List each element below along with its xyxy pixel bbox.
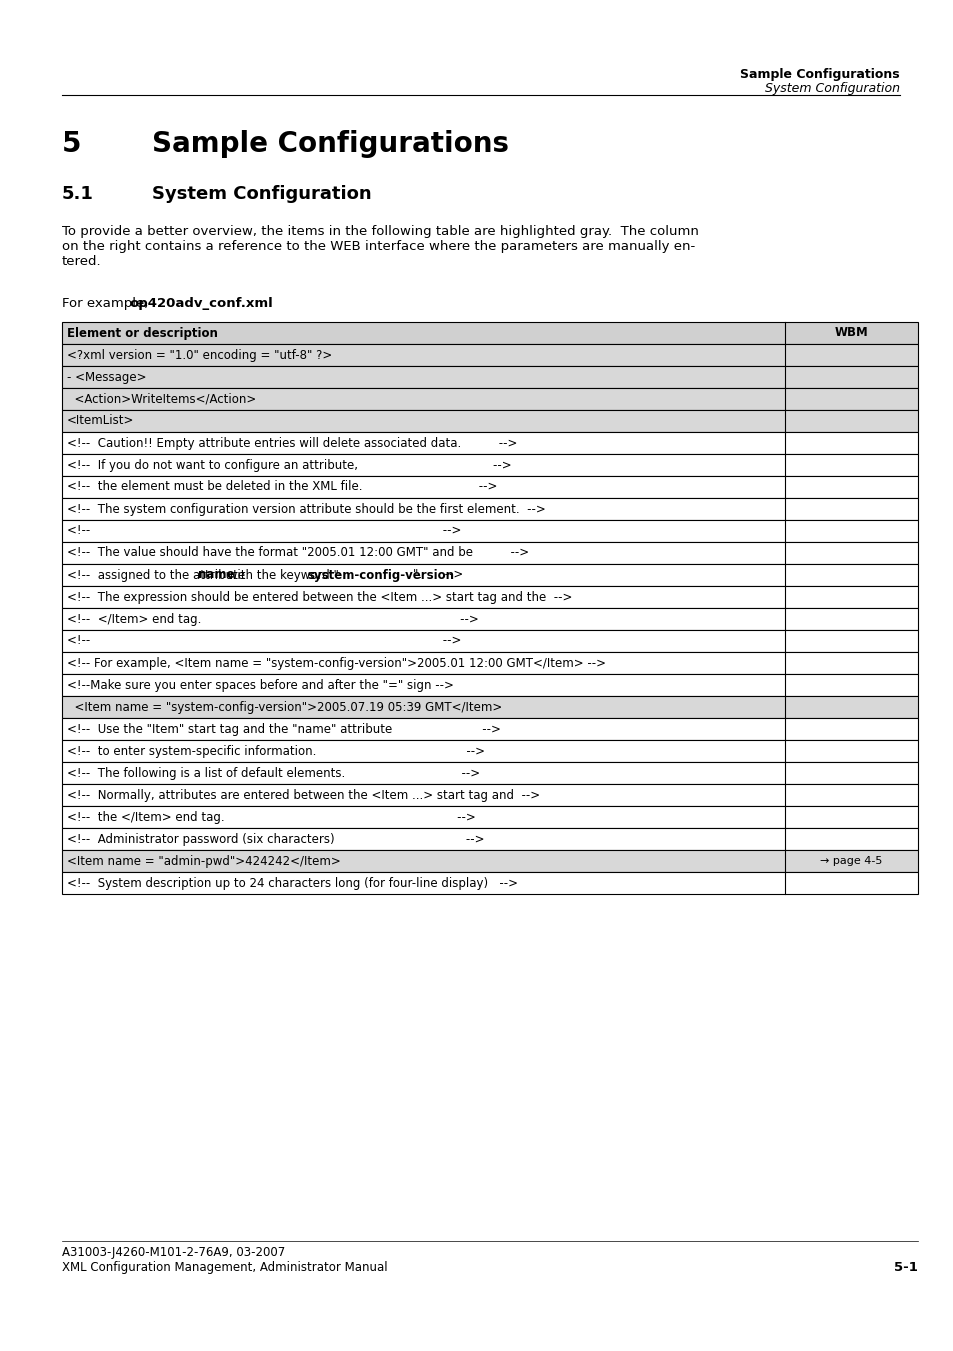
FancyBboxPatch shape [62, 784, 917, 807]
FancyBboxPatch shape [62, 563, 917, 586]
FancyBboxPatch shape [62, 871, 917, 894]
Text: <!--Make sure you enter spaces before and after the "=" sign -->: <!--Make sure you enter spaces before an… [67, 678, 454, 692]
Text: <!--  Caution!! Empty attribute entries will delete associated data.          --: <!-- Caution!! Empty attribute entries w… [67, 436, 517, 450]
Text: <!--  the </Item> end tag.                                                      : <!-- the </Item> end tag. [67, 811, 476, 824]
FancyBboxPatch shape [62, 696, 917, 717]
Text: System Configuration: System Configuration [764, 82, 899, 95]
Text: Sample Configurations: Sample Configurations [740, 68, 899, 81]
Text: <!--  </Item> end tag.                                                          : <!-- </Item> end tag. [67, 612, 478, 626]
Text: <!--  to enter system-specific information.                                     : <!-- to enter system-specific informatio… [67, 744, 484, 758]
Text: <Item name = "system-config-version">2005.07.19 05:39 GMT</Item>: <Item name = "system-config-version">200… [67, 701, 501, 713]
FancyBboxPatch shape [62, 322, 917, 345]
FancyBboxPatch shape [62, 740, 917, 762]
FancyBboxPatch shape [62, 762, 917, 784]
Text: Sample Configurations: Sample Configurations [152, 130, 509, 158]
Text: For example,: For example, [62, 297, 152, 309]
Text: 5-1: 5-1 [893, 1260, 917, 1274]
FancyBboxPatch shape [62, 653, 917, 674]
Text: <?xml version = "1.0" encoding = "utf-8" ?>: <?xml version = "1.0" encoding = "utf-8"… [67, 349, 332, 362]
Text: <!--  The value should have the format "2005.01 12:00 GMT" and be          -->: <!-- The value should have the format "2… [67, 547, 529, 559]
FancyBboxPatch shape [62, 828, 917, 850]
Text: name: name [197, 569, 234, 581]
FancyBboxPatch shape [62, 366, 917, 388]
Text: <!--  the element must be deleted in the XML file.                              : <!-- the element must be deleted in the … [67, 481, 497, 493]
Text: 5: 5 [62, 130, 81, 158]
Text: <!--  The following is a list of default elements.                              : <!-- The following is a list of default … [67, 766, 479, 780]
Text: To provide a better overview, the items in the following table are highlighted g: To provide a better overview, the items … [62, 226, 699, 267]
Text: <!--  assigned to the attribute: <!-- assigned to the attribute [67, 569, 249, 581]
FancyBboxPatch shape [62, 476, 917, 499]
Text: → page 4-5: → page 4-5 [820, 857, 882, 866]
Text: op420adv_conf.xml: op420adv_conf.xml [129, 297, 273, 309]
Text: 5.1: 5.1 [62, 185, 93, 203]
FancyBboxPatch shape [62, 717, 917, 740]
Text: <Item name = "admin-pwd">424242</Item>: <Item name = "admin-pwd">424242</Item> [67, 854, 340, 867]
Text: <Action>WriteItems</Action>: <Action>WriteItems</Action> [67, 393, 256, 405]
FancyBboxPatch shape [62, 454, 917, 476]
FancyBboxPatch shape [62, 674, 917, 696]
Text: - <Message>: - <Message> [67, 370, 147, 384]
FancyBboxPatch shape [62, 850, 917, 871]
FancyBboxPatch shape [62, 520, 917, 542]
Text: <!--  Use the "Item" start tag and the "name" attribute                        -: <!-- Use the "Item" start tag and the "n… [67, 723, 500, 735]
FancyBboxPatch shape [62, 345, 917, 366]
Text: <!--  Administrator password (six characters)                                   : <!-- Administrator password (six charact… [67, 832, 484, 846]
Text: <!--  If you do not want to configure an attribute,                             : <!-- If you do not want to configure an … [67, 458, 511, 471]
Text: <ItemList>: <ItemList> [67, 415, 134, 427]
Text: System Configuration: System Configuration [152, 185, 372, 203]
Text: <!--                                                                            : <!-- [67, 635, 461, 647]
Text: <!-- For example, <Item name = "system-config-version">2005.01 12:00 GMT</Item> : <!-- For example, <Item name = "system-c… [67, 657, 605, 670]
FancyBboxPatch shape [62, 409, 917, 432]
Text: <!--  Normally, attributes are entered between the <Item ...> start tag and  -->: <!-- Normally, attributes are entered be… [67, 789, 539, 801]
Text: WBM: WBM [834, 327, 867, 339]
Text: <!--  The system configuration version attribute should be the first element.  -: <!-- The system configuration version at… [67, 503, 545, 516]
Text: Element or description: Element or description [67, 327, 217, 339]
Text: ".      -->: ". --> [413, 569, 462, 581]
FancyBboxPatch shape [62, 499, 917, 520]
FancyBboxPatch shape [62, 542, 917, 563]
Text: <!--  System description up to 24 characters long (for four-line display)   -->: <!-- System description up to 24 charact… [67, 877, 517, 889]
Text: A31003-J4260-M101-2-76A9, 03-2007: A31003-J4260-M101-2-76A9, 03-2007 [62, 1246, 285, 1259]
Text: with the keyword ": with the keyword " [224, 569, 338, 581]
FancyBboxPatch shape [62, 432, 917, 454]
FancyBboxPatch shape [62, 388, 917, 409]
FancyBboxPatch shape [62, 608, 917, 630]
Text: <!--                                                                            : <!-- [67, 524, 461, 538]
FancyBboxPatch shape [62, 807, 917, 828]
Text: XML Configuration Management, Administrator Manual: XML Configuration Management, Administra… [62, 1260, 387, 1274]
Text: system-config-version: system-config-version [307, 569, 454, 581]
FancyBboxPatch shape [62, 586, 917, 608]
FancyBboxPatch shape [62, 630, 917, 653]
Text: <!--  The expression should be entered between the <Item ...> start tag and the : <!-- The expression should be entered be… [67, 590, 572, 604]
